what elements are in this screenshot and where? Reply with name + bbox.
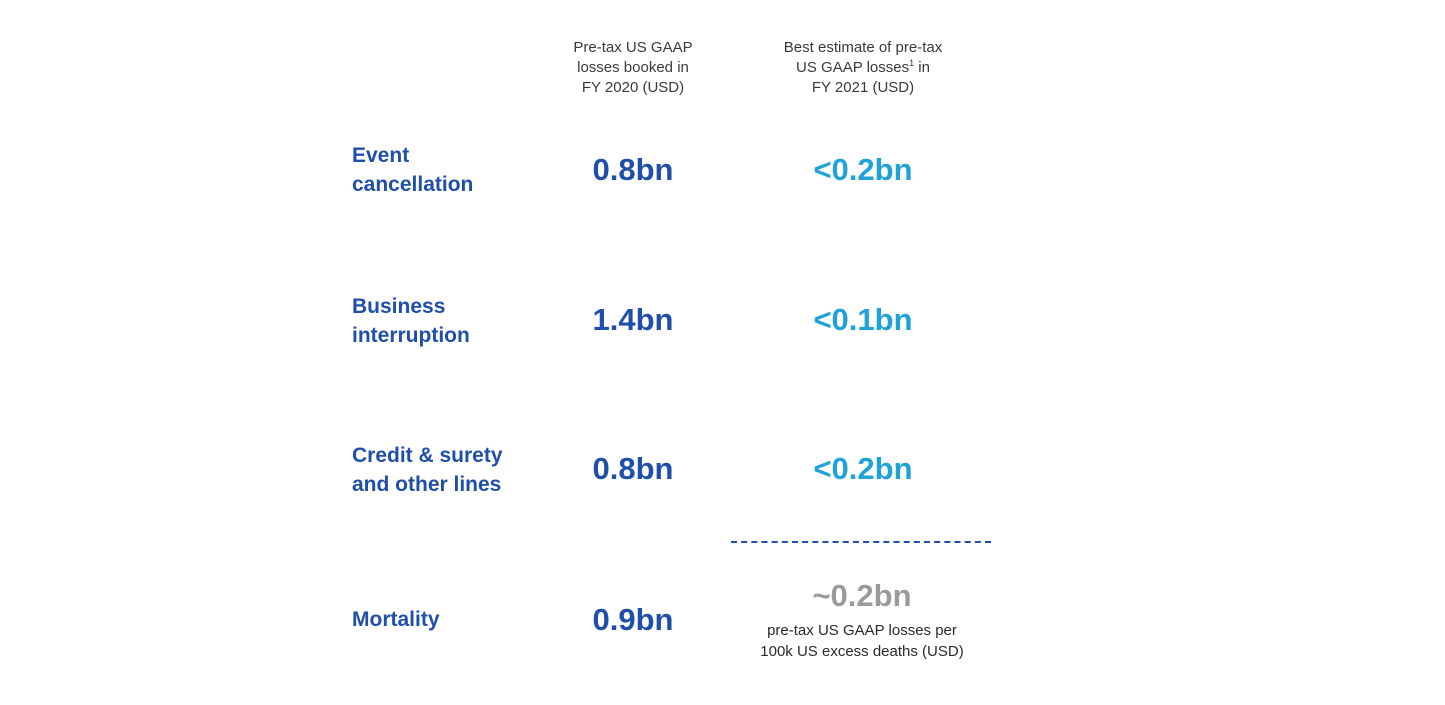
header-fy2021-line1: Best estimate of pre-tax [783, 39, 943, 56]
header-fy2021-line2-text: US GAAP losses [796, 59, 910, 76]
mortality-note: pre-tax US GAAP losses per 100k US exces… [722, 620, 1002, 662]
header-fy2020-line1: Pre-tax US GAAP [573, 39, 693, 56]
row-label-mortality: Mortality [352, 608, 440, 631]
value-fy2021-event-cancellation: <0.2bn [813, 152, 913, 187]
header-fy2020: Pre-tax US GAAP losses booked in FY 2020… [543, 38, 723, 98]
value-fy2021-business-interruption: <0.1bn [813, 302, 913, 337]
value-fy2021-mortality: ~0.2bn [812, 578, 912, 613]
value-fy2021-credit-surety: <0.2bn [813, 451, 913, 486]
value-fy2020-mortality: 0.9bn [592, 602, 674, 637]
mortality-note-line2: 100k US excess deaths (USD) [760, 643, 964, 660]
mortality-note-line1: pre-tax US GAAP losses per [767, 622, 957, 639]
header-fy2020-line3: FY 2020 (USD) [581, 79, 685, 96]
dashed-divider [731, 541, 991, 543]
value-fy2020-event-cancellation: 0.8bn [592, 152, 674, 187]
header-fy2021-line3: FY 2021 (USD) [811, 79, 915, 96]
footnote-marker: 1 [909, 58, 915, 68]
header-fy2020-line2: losses booked in [577, 59, 689, 76]
header-fy2021-line2: US GAAP losses1 in [743, 58, 983, 78]
row-label-event-cancellation: Event cancellation [352, 144, 474, 196]
value-fy2020-credit-surety: 0.8bn [592, 451, 674, 486]
row-label-business-interruption: Business interruption [352, 295, 470, 347]
row-label-credit-surety: Credit & surety and other lines [352, 444, 503, 496]
header-fy2021-line2-tail: in [914, 59, 930, 76]
value-fy2020-business-interruption: 1.4bn [592, 302, 674, 337]
header-fy2021: Best estimate of pre-tax US GAAP losses1… [743, 38, 983, 98]
